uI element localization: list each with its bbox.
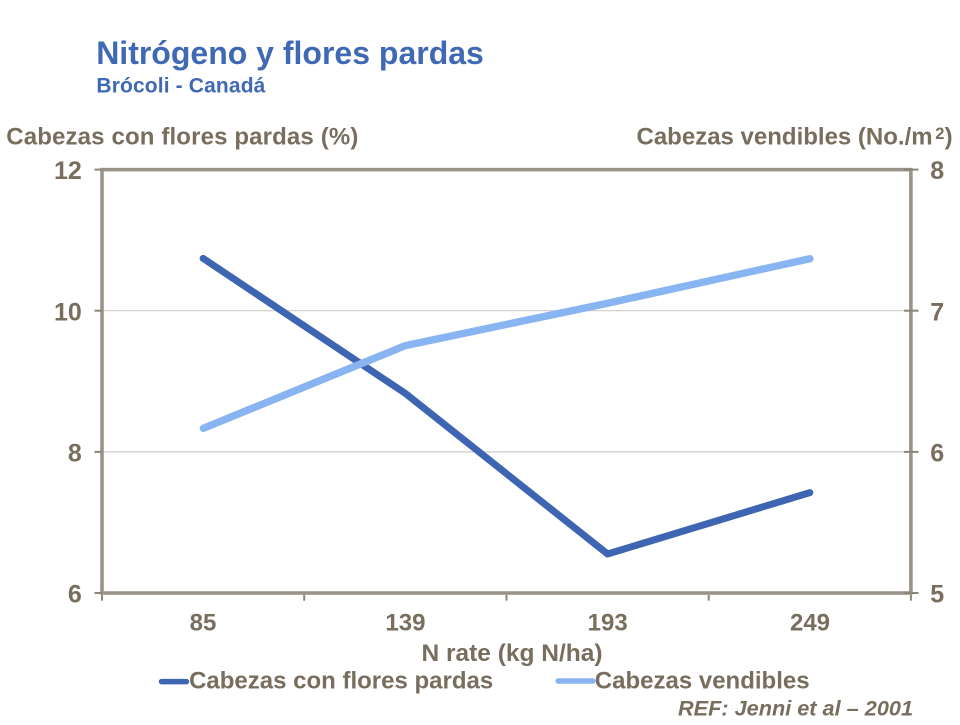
svg-text:6: 6: [930, 440, 944, 468]
svg-text:12: 12: [54, 157, 82, 185]
svg-text:N rate (kg N/ha): N rate (kg N/ha): [421, 640, 602, 667]
svg-text:139: 139: [385, 610, 425, 637]
svg-text:5: 5: [930, 581, 944, 609]
svg-text:REF: Jenni et al – 2001: REF: Jenni et al – 2001: [678, 696, 913, 721]
svg-text:Nitrógeno y flores pardas: Nitrógeno y flores pardas: [96, 35, 484, 71]
svg-text:Cabezas vendibles: Cabezas vendibles: [595, 668, 810, 695]
svg-text:249: 249: [790, 610, 830, 637]
svg-text:Cabezas con flores pardas (%): Cabezas con flores pardas (%): [6, 124, 358, 151]
svg-text:7: 7: [930, 298, 944, 326]
svg-text:Cabezas con flores pardas: Cabezas con flores pardas: [189, 668, 493, 695]
svg-text:Cabezas vendibles (No./m2): Cabezas vendibles (No./m 2): [637, 124, 953, 151]
svg-text:8: 8: [930, 157, 944, 185]
svg-text:193: 193: [588, 610, 628, 637]
svg-text:8: 8: [68, 440, 82, 468]
svg-text:85: 85: [190, 610, 217, 637]
svg-text:6: 6: [68, 581, 82, 609]
svg-text:Brócoli - Canadá: Brócoli - Canadá: [96, 75, 265, 98]
svg-text:10: 10: [54, 298, 82, 326]
